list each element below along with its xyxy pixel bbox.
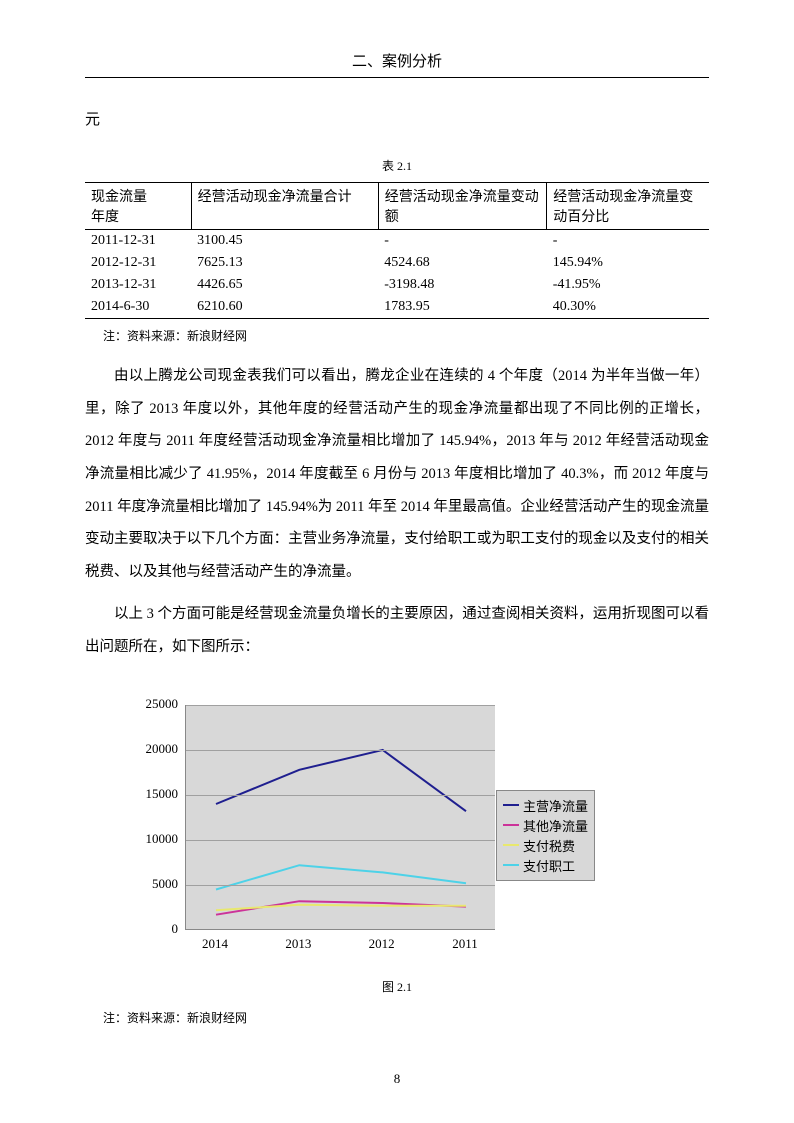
col-header-change: 经营活动现金净流量变动额 (378, 183, 546, 230)
y-tick-label: 0 (120, 921, 178, 937)
y-tick-label: 25000 (120, 696, 178, 712)
col-header-pct: 经营活动现金净流量变动百分比 (547, 183, 709, 230)
table-caption: 表 2.1 (85, 157, 709, 174)
legend-item: 其他净流量 (503, 816, 588, 835)
page-number: 8 (0, 1071, 794, 1087)
y-tick-label: 20000 (120, 741, 178, 757)
table-row: 2014-6-30 6210.60 1783.95 40.30% (85, 296, 709, 319)
chart-legend: 主营净流量其他净流量支付税费支付职工 (496, 790, 595, 881)
x-tick-label: 2013 (268, 936, 328, 952)
x-tick-label: 2011 (435, 936, 495, 952)
table-row: 2012-12-31 7625.13 4524.68 145.94% (85, 252, 709, 274)
cash-flow-table: 现金流量 年度 经营活动现金净流量合计 经营活动现金净流量变动额 经营活动现金净… (85, 182, 709, 319)
legend-item: 支付职工 (503, 856, 588, 875)
x-tick-label: 2014 (185, 936, 245, 952)
col-header-year: 现金流量 年度 (85, 183, 191, 230)
chart-source-note: 注：资料来源：新浪财经网 (103, 1009, 709, 1026)
y-tick-label: 5000 (120, 876, 178, 892)
y-tick-label: 10000 (120, 831, 178, 847)
legend-item: 支付税费 (503, 836, 588, 855)
line-chart: 主营净流量其他净流量支付税费支付职工 0 5000 10000 15000 20000 2… (120, 690, 709, 970)
unit-text: 元 (85, 108, 709, 129)
col-header-total: 经营活动现金净流量合计 (191, 183, 378, 230)
paragraph-2: 以上 3 个方面可能是经营现金流量负增长的主要原因，通过查阅相关资料，运用折现图… (85, 598, 709, 663)
table-row: 2013-12-31 4426.65 -3198.48 -41.95% (85, 274, 709, 296)
section-header: 二、案例分析 (85, 50, 709, 78)
table-source-note: 注：资料来源：新浪财经网 (103, 327, 709, 344)
table-row: 2011-12-31 3100.45 - - (85, 230, 709, 253)
y-tick-label: 15000 (120, 786, 178, 802)
figure-caption: 图 2.1 (85, 978, 709, 995)
legend-item: 主营净流量 (503, 796, 588, 815)
x-tick-label: 2012 (352, 936, 412, 952)
paragraph-1: 由以上腾龙公司现金表我们可以看出，腾龙企业在连续的 4 个年度（2014 为半年… (85, 360, 709, 588)
